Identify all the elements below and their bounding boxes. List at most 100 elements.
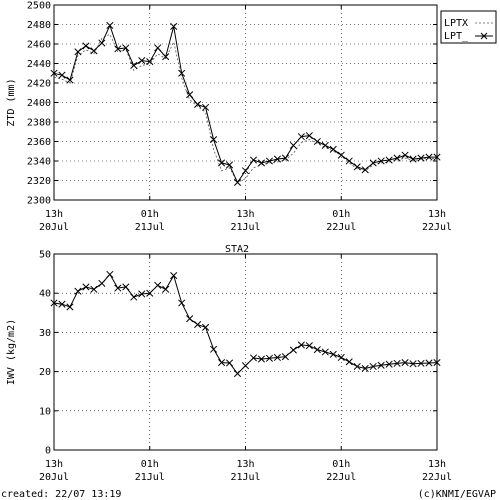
data-point-marker (417, 154, 425, 162)
data-point-marker (194, 100, 202, 109)
legend-swatch-marker (480, 32, 488, 40)
data-point-marker (353, 163, 361, 171)
data-point-marker (90, 285, 98, 293)
x-tick-label-hour: 13h (236, 459, 254, 470)
data-point-marker (58, 300, 66, 308)
y-tick-label: 30 (39, 328, 51, 339)
data-point-marker (369, 362, 377, 371)
data-point-marker (66, 303, 74, 311)
data-point-marker (114, 284, 122, 292)
data-point-marker (401, 151, 409, 159)
y-tick-label: 2460 (27, 40, 51, 51)
data-point-marker (345, 157, 353, 165)
x-tick-label-date: 22Jul (326, 472, 356, 483)
x-tick-label-date: 22Jul (326, 222, 356, 233)
y-tick-label: 2380 (27, 118, 51, 129)
data-point-marker (106, 270, 114, 278)
iwv-panel: 0 10 20 30 40 50 13h 20Jul 01h 21Jul 13h 21Jul 01h 22… (6, 250, 452, 484)
y-tick-label: 0 (45, 446, 51, 457)
data-point-marker (58, 71, 66, 79)
y-tick-label: 2320 (27, 176, 51, 187)
data-point-marker (433, 359, 441, 367)
data-point-marker (138, 290, 146, 298)
data-point-marker (138, 57, 146, 65)
data-point-marker (289, 141, 297, 149)
y-tick-label: 50 (39, 250, 51, 261)
data-point-marker (218, 159, 226, 167)
y-tick-label: 2360 (27, 137, 51, 148)
data-point-marker (401, 359, 409, 367)
data-point-marker (170, 22, 178, 31)
data-point-marker (241, 362, 250, 370)
y-tick-label: 2300 (27, 196, 51, 207)
data-point-marker (265, 354, 273, 362)
x-tick-label-hour: 01h (141, 459, 159, 470)
data-point-marker (281, 154, 289, 162)
data-point-marker (154, 44, 162, 52)
y-tick-label: 2440 (27, 59, 51, 70)
data-point-marker (82, 42, 90, 50)
data-point-marker (154, 281, 162, 289)
data-point-marker (321, 348, 329, 356)
data-point-marker (218, 359, 226, 367)
data-point-marker (130, 293, 138, 301)
data-point-marker (130, 61, 138, 70)
data-point-marker (257, 159, 266, 167)
y-tick-label: 2420 (27, 79, 51, 90)
data-point-marker (50, 69, 58, 77)
data-point-marker (321, 141, 329, 149)
data-point-marker (361, 166, 369, 174)
data-point-marker (50, 299, 58, 307)
y-tick-label: 40 (39, 289, 51, 300)
plot-frame (53, 253, 438, 451)
y-tick-label: 2500 (27, 1, 51, 12)
legend-label: LPT_ (444, 31, 469, 42)
data-point-marker (385, 360, 393, 368)
x-tick-label-date: 20Jul (39, 472, 69, 483)
data-point-marker (98, 39, 106, 47)
data-point-marker (313, 346, 321, 354)
y-tick-label: 2400 (27, 98, 51, 109)
legend-label: LPTX (444, 18, 468, 29)
data-point-marker (210, 135, 218, 144)
data-point-marker (122, 44, 130, 52)
y-axis-label: ZTD (mm) (6, 78, 17, 126)
data-point-marker (178, 299, 186, 307)
data-point-marker (162, 53, 170, 61)
data-point-marker (186, 91, 194, 99)
data-point-marker (337, 353, 345, 362)
x-tick-label-hour: 01h (332, 459, 350, 470)
data-point-marker (210, 345, 218, 353)
data-point-marker (297, 133, 305, 141)
x-tick-label-date: 20Jul (39, 222, 69, 233)
data-point-marker (74, 287, 82, 295)
data-point-marker (297, 341, 305, 349)
data-point-marker (194, 321, 202, 329)
data-point-marker (162, 285, 170, 293)
data-point-marker (377, 361, 385, 369)
data-point-marker (329, 145, 337, 153)
y-tick-label: 2480 (27, 20, 51, 31)
data-point-marker (305, 342, 313, 350)
data-point-marker (353, 362, 361, 371)
x-tick-label-hour: 01h (141, 209, 159, 220)
data-point-marker (202, 103, 210, 111)
data-point-marker (178, 69, 186, 77)
x-tick-label-hour: 13h (236, 209, 254, 220)
data-point-marker (361, 364, 369, 373)
data-point-marker (170, 272, 178, 280)
data-point-marker (409, 155, 417, 163)
data-point-marker (305, 132, 313, 140)
data-point-marker (225, 359, 234, 367)
data-point-marker (273, 155, 281, 163)
x-tick-label-date: 21Jul (230, 472, 260, 483)
data-point-marker (345, 358, 353, 366)
data-point-marker (337, 151, 345, 159)
data-point-marker (425, 153, 433, 161)
data-point-marker (90, 47, 98, 55)
x-tick-label-date: 21Jul (135, 222, 165, 233)
credit-footer: (c)KNMI/EGVAP (418, 489, 496, 500)
legend-box (440, 10, 497, 44)
data-point-marker (249, 156, 258, 164)
